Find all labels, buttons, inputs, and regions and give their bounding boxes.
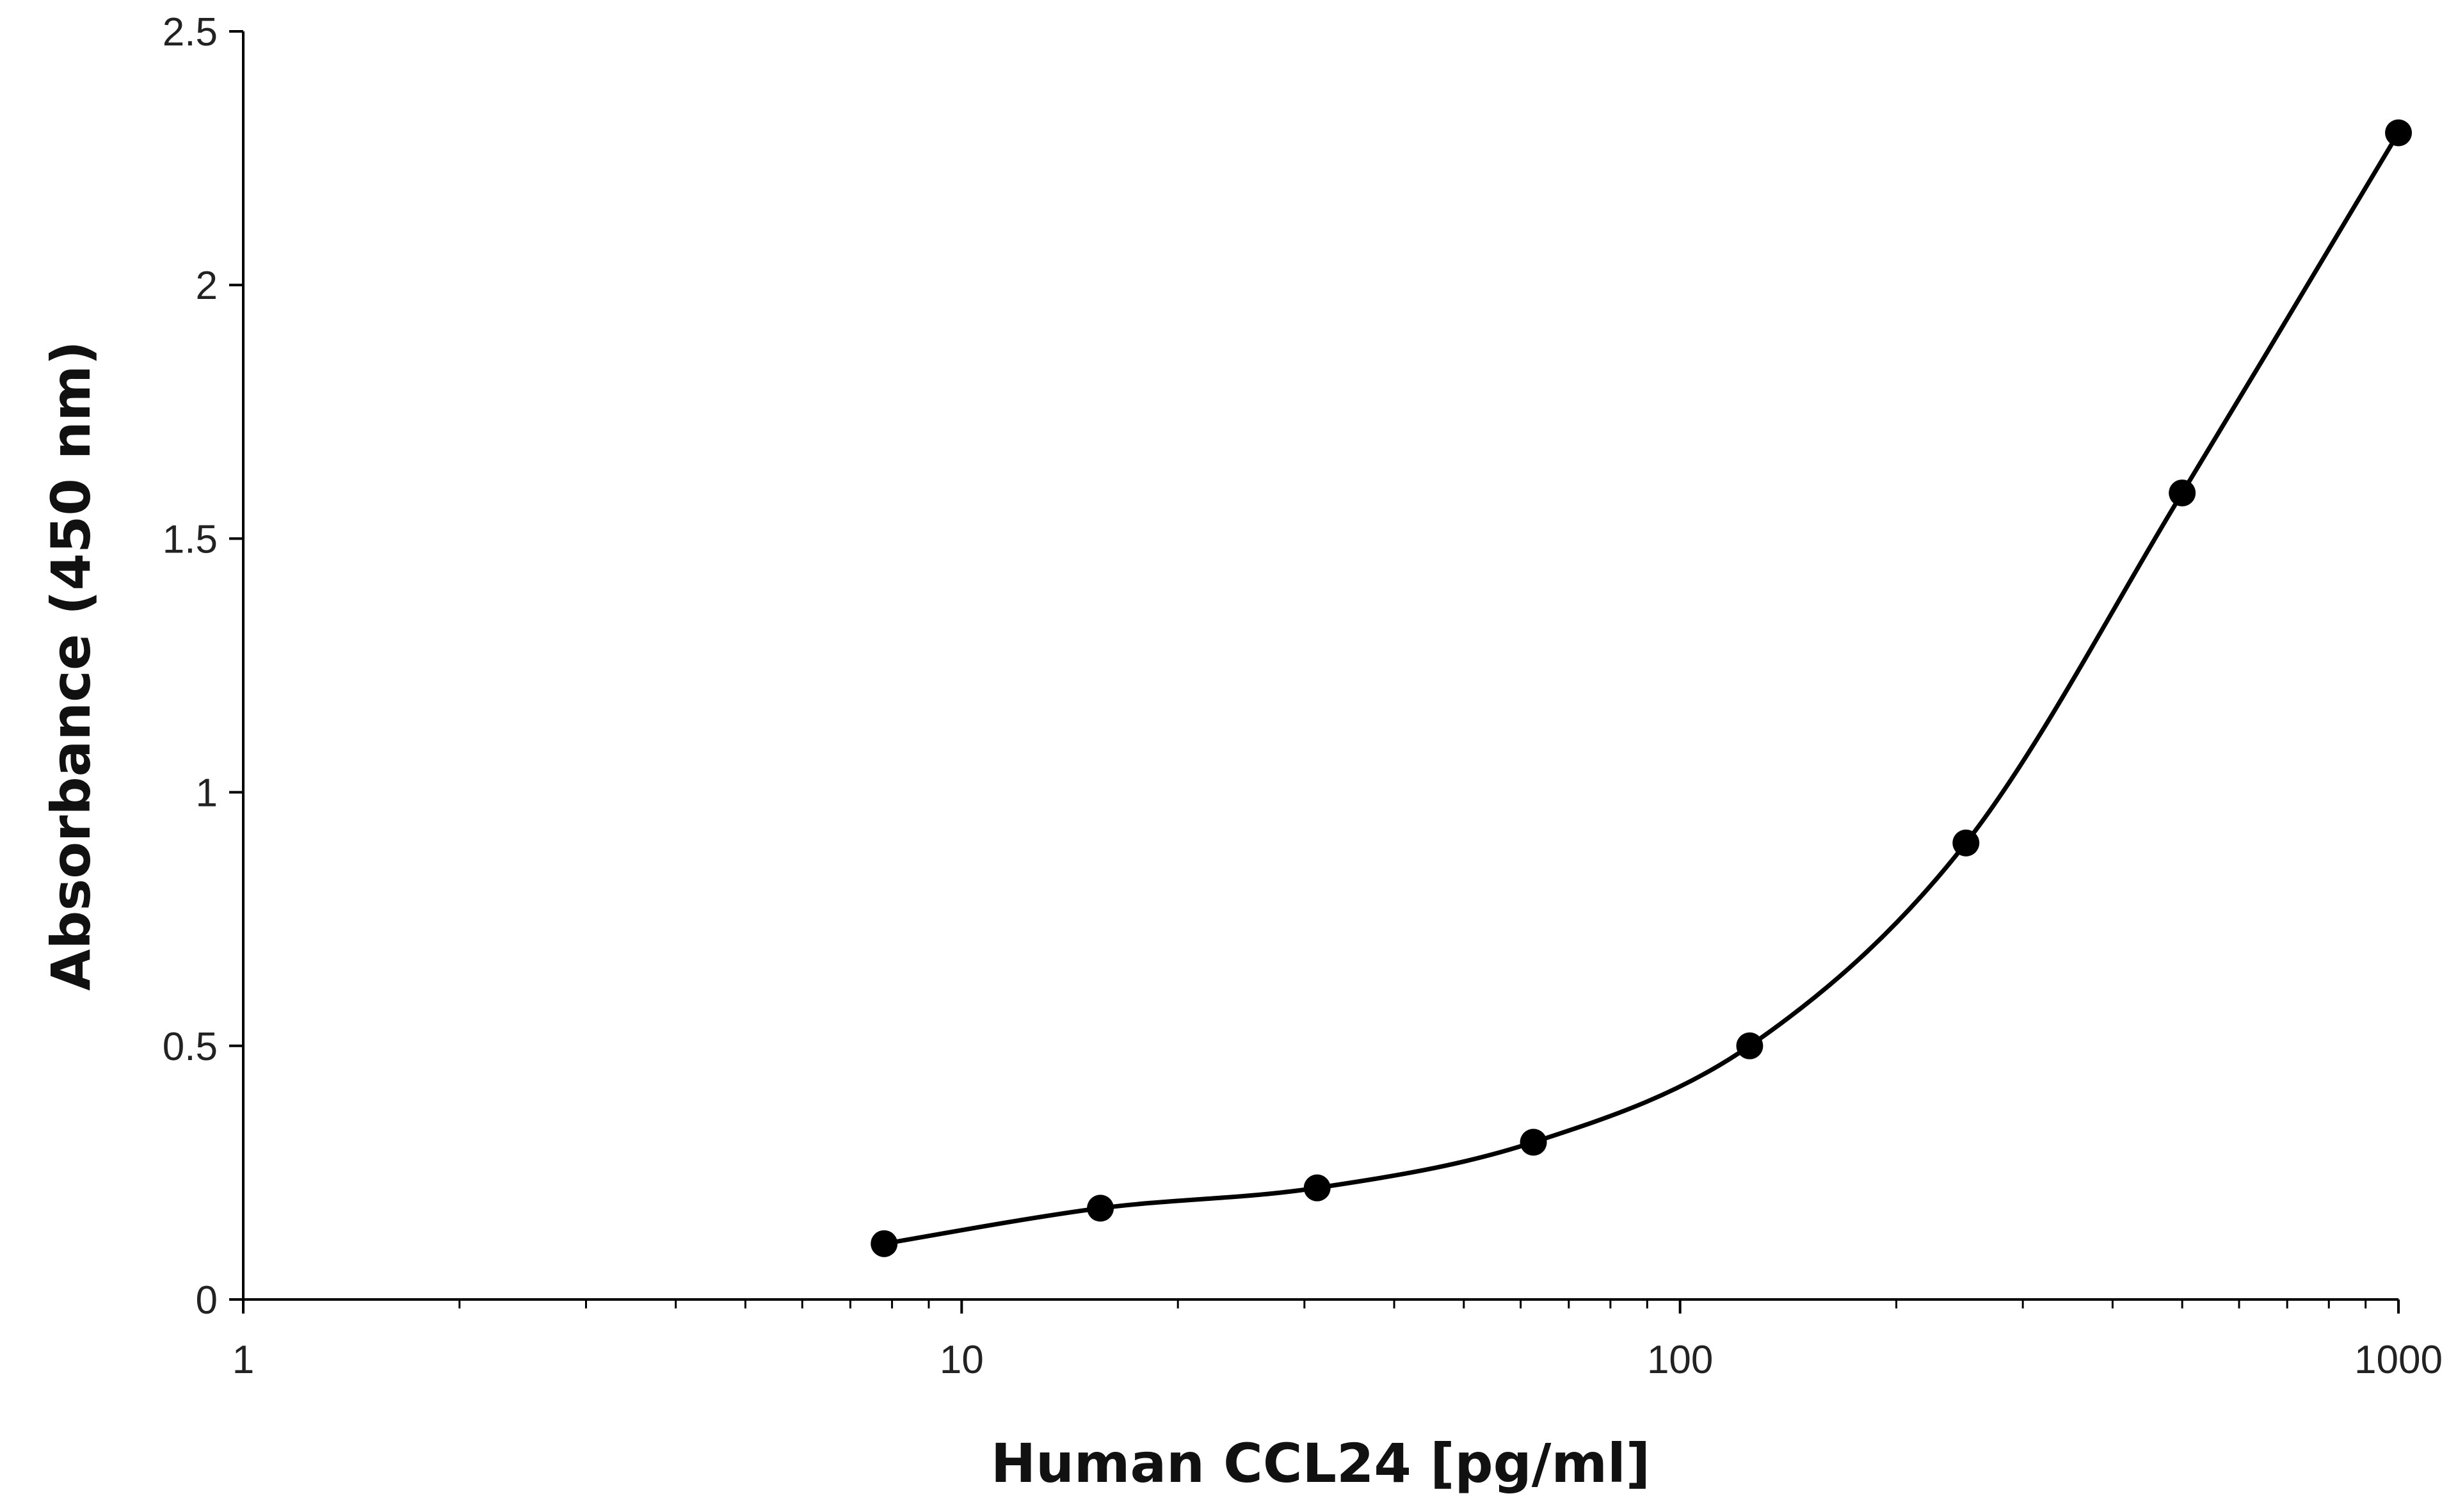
x-tick-label: 1 — [232, 1338, 254, 1382]
x-tick-label: 1000 — [2354, 1338, 2443, 1382]
data-point — [871, 1230, 898, 1257]
data-point — [2385, 119, 2412, 147]
y-tick-label: 2 — [196, 264, 218, 308]
data-point — [1952, 829, 1980, 857]
data-points — [871, 119, 2412, 1257]
y-tick-label: 0 — [196, 1278, 218, 1323]
data-point — [1087, 1194, 1114, 1222]
tick-labels: 1 10 100 1000 0 0.5 1 1.5 2 2.5 — [163, 10, 2443, 1382]
data-point — [1736, 1032, 1763, 1059]
data-point — [1303, 1174, 1331, 1202]
series-line — [883, 131, 2401, 1246]
x-axis-title: Human CCL24 [pg/ml] — [991, 1432, 1650, 1495]
data-point — [2169, 479, 2196, 507]
y-axis-title: Absorbance (450 nm) — [40, 341, 102, 991]
data-point — [1520, 1129, 1547, 1156]
x-tick-label: 100 — [1647, 1338, 1713, 1382]
y-tick-label: 1.5 — [163, 517, 218, 561]
y-tick-label: 0.5 — [163, 1025, 218, 1069]
axes — [229, 30, 2400, 1314]
y-tick-label: 2.5 — [163, 10, 218, 54]
x-tick-label: 10 — [940, 1338, 984, 1382]
y-tick-label: 1 — [196, 771, 218, 816]
